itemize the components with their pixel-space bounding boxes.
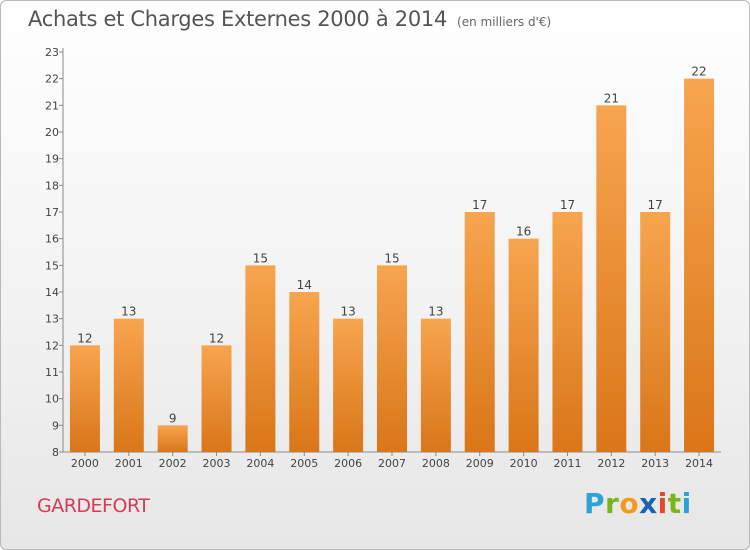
x-tick-label: 2003 — [203, 457, 231, 470]
data-label: 17 — [648, 198, 663, 212]
y-tick-label: 13 — [45, 313, 59, 326]
x-tick-label: 2004 — [246, 457, 274, 470]
logo-letter: i — [681, 487, 692, 520]
bar — [684, 78, 715, 453]
y-tick-label: 23 — [45, 46, 59, 59]
x-tick-label: 2011 — [553, 457, 581, 470]
bar — [640, 212, 671, 452]
logo-letter: r — [605, 487, 620, 520]
logo-letter: t — [667, 487, 682, 520]
y-tick-label: 10 — [45, 393, 59, 406]
bar — [113, 318, 144, 452]
data-label: 13 — [340, 305, 355, 319]
bar — [201, 345, 232, 452]
y-tick-label: 18 — [45, 179, 59, 192]
x-tick-label: 2006 — [334, 457, 362, 470]
x-tick-label: 2010 — [510, 457, 538, 470]
logo-letter: o — [619, 487, 640, 520]
bar — [596, 105, 627, 452]
bar — [464, 212, 495, 452]
bar — [245, 265, 276, 452]
data-label: 13 — [121, 305, 136, 319]
data-label: 15 — [253, 251, 268, 265]
x-tick-label: 2000 — [71, 457, 99, 470]
logo-letter: i — [657, 487, 668, 520]
y-tick-label: 14 — [45, 286, 59, 299]
y-tick-label: 11 — [45, 366, 59, 379]
bars: 12 13 9 12 15 14 13 15 13 17 16 17 21 17 22 — [69, 65, 715, 453]
bar — [420, 318, 451, 452]
y-tick-label: 19 — [45, 153, 59, 166]
data-label: 12 — [77, 331, 92, 345]
x-tick-label: 2002 — [159, 457, 187, 470]
y-tick-label: 17 — [45, 206, 59, 219]
x-tick-label: 2001 — [115, 457, 143, 470]
data-label: 12 — [209, 331, 224, 345]
x-tick-label: 2014 — [685, 457, 713, 470]
y-tick-label: 12 — [45, 339, 59, 352]
x-tick-label: 2005 — [290, 457, 318, 470]
y-tick-label: 8 — [52, 446, 59, 459]
bar — [69, 345, 100, 452]
data-label: 21 — [604, 91, 619, 105]
data-label: 22 — [691, 65, 706, 79]
bar — [552, 212, 583, 452]
bar — [377, 265, 407, 452]
logo-letter: x — [639, 487, 658, 520]
x-tick-label: 2009 — [466, 457, 494, 470]
data-label: 17 — [560, 198, 575, 212]
y-axis: 8 9 10 11 12 13 14 15 16 17 18 19 20 21 22 23 — [45, 46, 64, 459]
y-tick-label: 9 — [52, 419, 59, 432]
x-tick-label: 2008 — [422, 457, 450, 470]
data-label: 13 — [428, 305, 443, 319]
x-tick-label: 2012 — [597, 457, 625, 470]
x-axis: 2000 2001 2002 2003 2004 2005 2006 2007 2008 2009… — [63, 451, 721, 470]
y-tick-label: 22 — [45, 73, 59, 86]
y-tick-label: 16 — [45, 233, 59, 246]
y-tick-label: 21 — [45, 99, 59, 112]
data-label: 16 — [516, 225, 531, 239]
logo-letter: P — [584, 487, 606, 520]
data-label: 9 — [169, 411, 177, 425]
chart-subtitle: (en milliers d'€) — [457, 15, 552, 29]
data-label: 17 — [472, 198, 487, 212]
x-tick-label: 2013 — [641, 457, 669, 470]
commune-name: GARDEFORT — [37, 495, 150, 517]
data-label: 15 — [384, 251, 399, 265]
chart-title: Achats et Charges Externes 2000 à 2014 (e… — [28, 7, 551, 31]
y-tick-label: 20 — [45, 126, 59, 139]
y-tick-label: 15 — [45, 259, 59, 272]
data-label: 14 — [297, 278, 312, 292]
x-tick-label: 2007 — [378, 457, 406, 470]
bar — [157, 425, 188, 452]
bar — [508, 238, 539, 452]
proxiti-logo: Proxiti — [584, 487, 692, 520]
title-text: Achats et Charges Externes 2000 à 2014 — [28, 7, 448, 31]
bar — [289, 292, 320, 452]
bar — [333, 318, 364, 452]
